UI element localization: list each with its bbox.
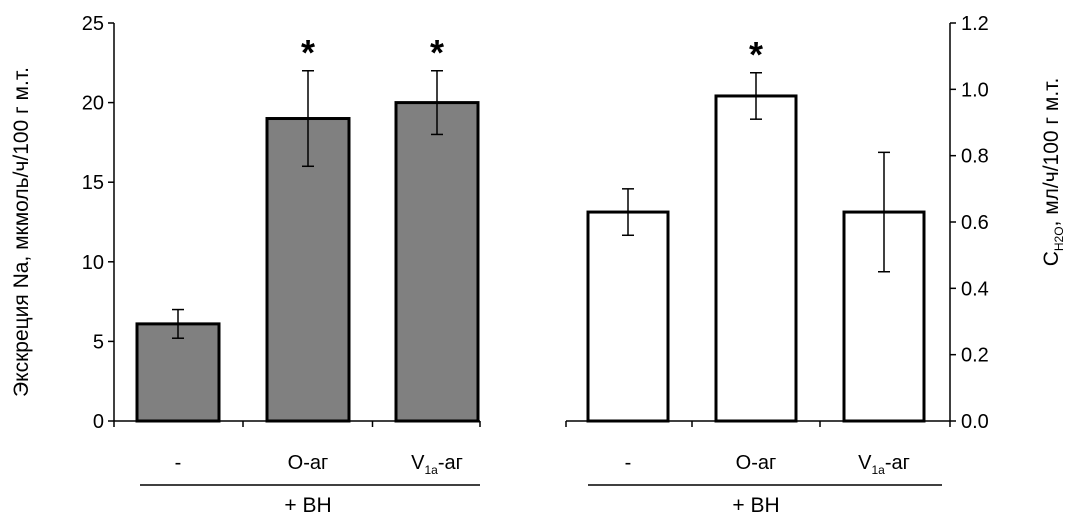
y-tick-label: 15: [82, 172, 104, 194]
category-label: -: [625, 452, 632, 474]
y-axis-title: Экскреция Na, мкмоль/ч/100 г м.т.: [10, 67, 33, 397]
category-label: V1a-аг: [858, 452, 910, 477]
category-label: O-аг: [288, 452, 329, 474]
bar: [586, 210, 670, 423]
y-tick-label: 0: [93, 411, 104, 433]
y-tick-label: 0.0: [961, 411, 989, 433]
significance-marker: *: [749, 34, 763, 75]
y-axis-title: CH2O, мл/ч/100 г м.т.: [1040, 78, 1066, 267]
y-tick-label: 1.2: [961, 13, 989, 35]
group-label: + ВН: [284, 494, 331, 517]
y-tick-label: 0.4: [961, 278, 989, 300]
significance-marker: *: [301, 32, 315, 73]
y-tick-label: 0.2: [961, 345, 989, 367]
y-tick-label: 0.8: [961, 146, 989, 168]
bar: [394, 101, 480, 423]
y-tick-label: 10: [82, 252, 104, 274]
category-label: V1a-аг: [411, 452, 463, 477]
y-tick-label: 1.0: [961, 79, 989, 101]
category-label: O-аг: [736, 452, 777, 474]
bar: [135, 322, 221, 423]
group-label: + ВН: [732, 494, 779, 517]
category-label: -: [175, 452, 182, 474]
significance-marker: *: [430, 32, 444, 73]
y-tick-label: 0.6: [961, 212, 989, 234]
y-tick-label: 20: [82, 93, 104, 115]
bar: [714, 94, 798, 423]
y-tick-label: 25: [82, 13, 104, 35]
y-tick-label: 5: [93, 331, 104, 353]
